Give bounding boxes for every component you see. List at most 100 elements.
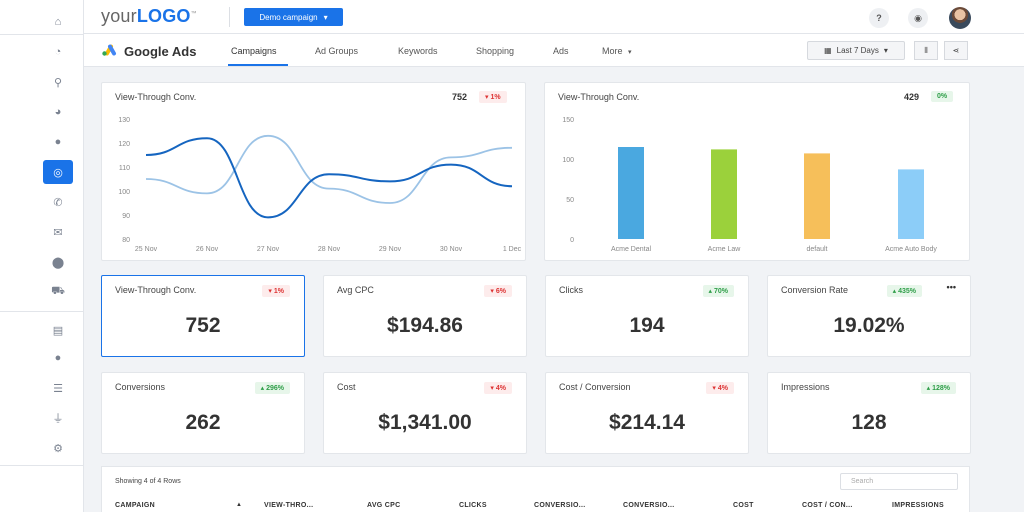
col-header-clicks[interactable]: CLICKS (459, 502, 487, 509)
more-options-icon[interactable]: ••• (946, 282, 956, 292)
col-header-cost-per-conversion[interactable]: COST / CON... (802, 502, 853, 509)
tab-ads[interactable]: Ads (553, 46, 569, 56)
cart-icon[interactable]: ⛟ (51, 285, 65, 297)
location-pin-icon[interactable]: ⬤ (51, 256, 65, 269)
kpi-card[interactable]: Cost / Conversion ▾ 4% $214.14 (545, 372, 749, 454)
y-tick-label: 150 (562, 117, 574, 124)
kpi-card[interactable]: Clicks ▴ 70% 194 (545, 275, 749, 357)
campaign-label: Demo campaign (259, 12, 318, 22)
active-tab-indicator (228, 64, 288, 66)
col-header-conversion-rate[interactable]: CONVERSIO... (623, 502, 675, 509)
chart-total-value: 752 (452, 92, 468, 102)
col-header-conversions[interactable]: CONVERSIO... (534, 502, 586, 509)
change-badge: ▴ 296% (254, 382, 290, 394)
kpi-card[interactable]: Conversions ▴ 296% 262 (101, 372, 305, 454)
mail-icon[interactable]: ✉ (53, 226, 63, 239)
y-tick-label: 120 (118, 141, 130, 148)
x-tick-label: 28 Nov (318, 246, 341, 253)
kpi-card[interactable]: Avg CPC ▾ 6% $194.86 (323, 275, 527, 357)
tab-campaigns[interactable]: Campaigns (231, 46, 277, 56)
brand-logo[interactable]: yourLOGO™ (101, 6, 197, 27)
pie-chart-icon[interactable]: ◕ (54, 106, 62, 118)
kpi-value: $1,341.00 (378, 411, 472, 434)
google-ads-logo-icon (102, 44, 116, 56)
x-tick-label: 1 Dec (503, 246, 522, 253)
sort-asc-icon[interactable]: ▲ (236, 502, 243, 508)
col-header-view-through[interactable]: VIEW-THRO... (264, 502, 314, 509)
plug-icon[interactable]: ⏚ (52, 413, 64, 425)
change-badge: ▾ 6% (484, 285, 512, 297)
phone-icon[interactable]: ✆ (53, 196, 63, 209)
y-tick-label: 110 (119, 165, 130, 172)
kpi-card[interactable]: Conversion Rate ▴ 435% ••• 19.02% (767, 275, 971, 357)
kpi-label: Cost / Conversion (559, 382, 631, 392)
kpi-label: Clicks (559, 285, 583, 295)
kpi-label: Conversions (115, 382, 166, 392)
col-header-impressions[interactable]: IMPRESSIONS (892, 502, 944, 509)
sidebar-divider (0, 34, 84, 35)
report-icon[interactable]: ▤ (52, 324, 64, 337)
y-tick-label: 100 (118, 189, 130, 196)
y-tick-label: 130 (118, 117, 130, 124)
kpi-value: 194 (629, 314, 665, 337)
dashboard-icon[interactable]: ◔ (54, 46, 62, 58)
table-row-count: Showing 4 of 4 Rows (115, 478, 181, 485)
kpi-value: 752 (185, 314, 221, 337)
tab-shopping[interactable]: Shopping (476, 46, 515, 56)
columns-button[interactable]: ⫴ (914, 41, 938, 60)
share-icon: ⋖ (952, 46, 960, 55)
avatar[interactable] (949, 7, 971, 29)
col-header-campaign[interactable]: CAMPAIGN (115, 502, 155, 509)
bar[interactable] (711, 149, 737, 239)
settings-icon[interactable]: ⚙ (53, 442, 63, 455)
list-icon[interactable]: ☰ (53, 382, 63, 395)
tab-keywords[interactable]: Keywords (398, 46, 438, 56)
kpi-card[interactable]: Cost ▾ 4% $1,341.00 (323, 372, 527, 454)
bar[interactable] (804, 153, 830, 239)
notifications-button[interactable]: ◉ (908, 8, 928, 28)
series-line-2[interactable] (145, 134, 513, 204)
search-icon[interactable]: ⚲ (53, 76, 63, 89)
help-icon: ? (876, 13, 882, 23)
share-button[interactable]: ⋖ (944, 41, 968, 60)
date-range-button[interactable]: ▦ Last 7 Days ▾ (807, 41, 905, 60)
y-tick-label: 50 (566, 197, 574, 204)
columns-icon: ⫴ (924, 45, 928, 55)
chat-icon[interactable]: ● (54, 136, 62, 148)
change-badge: ▴ 128% (920, 382, 956, 394)
campaign-select-button[interactable]: Demo campaign ▾ (244, 8, 343, 26)
kpi-card[interactable]: View-Through Conv. ▾ 1% 752 (101, 275, 305, 357)
tab-ad-groups[interactable]: Ad Groups (315, 46, 359, 56)
divider (229, 7, 230, 27)
x-tick-label: Acme Auto Body (885, 246, 937, 253)
chart-title: View-Through Conv. (558, 92, 640, 102)
chevron-down-icon: ▾ (323, 12, 328, 22)
chevron-down-icon: ▾ (628, 49, 632, 56)
home-icon[interactable]: ⌂ (54, 16, 62, 28)
user-icon[interactable]: ● (54, 352, 62, 364)
series-line-1[interactable] (145, 137, 513, 219)
table-search-input[interactable]: Search (840, 473, 958, 490)
change-badge: ▴ 70% (702, 285, 734, 297)
x-tick-label: default (806, 246, 827, 253)
col-header-cost[interactable]: COST (733, 502, 754, 509)
target-icon[interactable]: ◎ (43, 160, 73, 184)
sidebar-divider (0, 465, 84, 466)
chart-title: View-Through Conv. (115, 92, 197, 102)
kpi-label: Conversion Rate (781, 285, 849, 295)
kpi-label: View-Through Conv. (115, 285, 197, 295)
x-tick-label: 30 Nov (440, 246, 463, 253)
bell-icon: ◉ (914, 12, 922, 23)
sidebar: ⌂ ◔ ⚲ ◕ ● ◎ ✆ ✉ ⬤ ⛟ ▤ ● ☰ ⏚ ⚙ (0, 0, 84, 512)
logo-tm: ™ (190, 11, 197, 17)
col-header-avg-cpc[interactable]: AVG CPC (367, 502, 401, 509)
help-button[interactable]: ? (869, 8, 889, 28)
logo-prefix: your (101, 6, 137, 26)
tab-more[interactable]: More ▾ (602, 46, 632, 56)
y-tick-label: 80 (122, 237, 130, 244)
bar[interactable] (618, 147, 644, 239)
y-tick-label: 0 (570, 237, 574, 244)
kpi-card[interactable]: Impressions ▴ 128% 128 (767, 372, 971, 454)
change-badge: ▴ 435% (886, 285, 922, 297)
bar[interactable] (898, 169, 924, 239)
